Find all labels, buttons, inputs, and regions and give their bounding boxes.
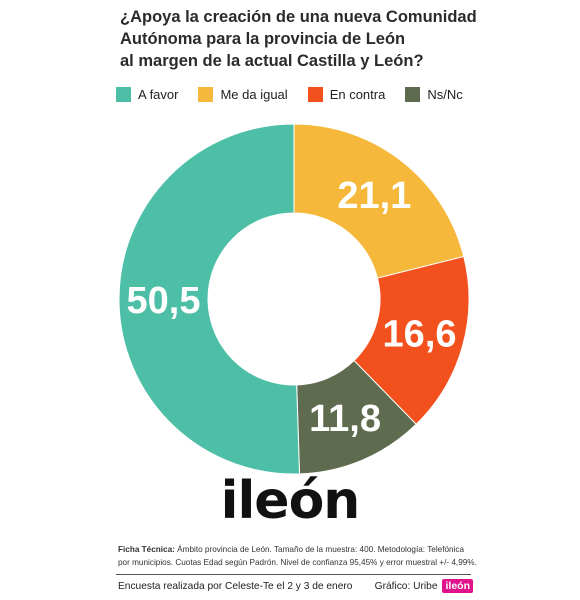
ficha-label: Ficha Técnica:: [118, 545, 175, 554]
ficha-text: Ámbito provincia de León. Tamaño de la m…: [118, 545, 477, 567]
legend: A favor Me da igual En contra Ns/Nc: [116, 87, 463, 102]
legend-label-en-contra: En contra: [329, 87, 386, 102]
data-label-me-da-igual: 21,1: [337, 175, 411, 217]
footer-right: Gráfico: Uribe ileón: [375, 579, 473, 593]
legend-item-me-da-igual: Me da igual: [198, 87, 288, 102]
legend-label-ns-nc: Ns/Nc: [427, 87, 463, 102]
ileon-badge: ileón: [442, 579, 473, 593]
ficha-tecnica: Ficha Técnica: Ámbito provincia de León.…: [118, 543, 478, 569]
slice-me-da-igual: [293, 123, 465, 279]
data-label-en-contra: 16,6: [383, 314, 457, 356]
data-label-ns-nc: 11,8: [309, 398, 381, 440]
legend-swatch-a-favor: [116, 87, 131, 102]
data-label-a-favor: 50,5: [127, 280, 201, 322]
graphic-credit: Gráfico: Uribe: [374, 580, 438, 592]
slice-en-contra: [353, 255, 470, 425]
footer-divider: [116, 574, 471, 575]
title-line-2: Autónoma para la provincia de León: [120, 30, 406, 48]
title-line-1: ¿Apoya la creación de una nueva Comunida…: [120, 8, 477, 26]
legend-swatch-en-contra: [307, 87, 323, 102]
legend-item-ns-nc: Ns/Nc: [405, 87, 463, 102]
slice-a-favor: [118, 123, 301, 475]
legend-swatch-me-da-igual: [198, 87, 214, 102]
chart-title: ¿Apoya la creación de una nueva Comunida…: [120, 6, 540, 72]
footer: Encuesta realizada por Celeste-Te el 2 y…: [118, 579, 473, 593]
legend-swatch-ns-nc: [405, 87, 421, 102]
title-line-3: al margen de la actual Castilla y León?: [120, 52, 424, 70]
legend-label-me-da-igual: Me da igual: [220, 87, 288, 102]
legend-item-a-favor: A favor: [116, 87, 178, 102]
footer-credit: Encuesta realizada por Celeste-Te el 2 y…: [118, 580, 353, 592]
ileon-logo: ileón: [220, 471, 361, 531]
legend-label-a-favor: A favor: [138, 87, 179, 102]
legend-item-en-contra: En contra: [307, 87, 386, 102]
